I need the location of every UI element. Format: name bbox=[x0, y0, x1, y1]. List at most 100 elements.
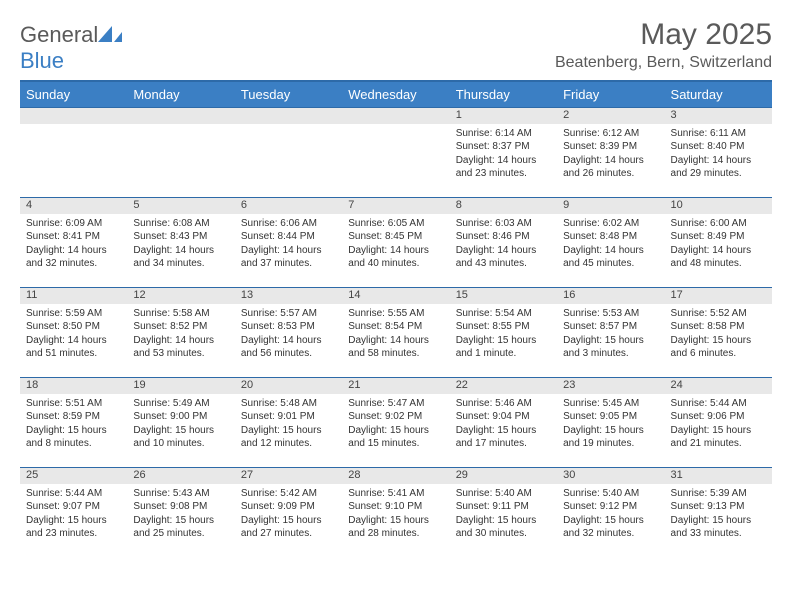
day-number-row: 11121314151617 bbox=[20, 288, 772, 304]
day-number-cell: 6 bbox=[235, 198, 342, 214]
sunrise-text: Sunrise: 5:51 AM bbox=[26, 397, 121, 411]
day-data-cell: Sunrise: 6:03 AMSunset: 8:46 PMDaylight:… bbox=[450, 214, 557, 288]
logo: GeneralBlue bbox=[20, 18, 122, 74]
day-number-cell bbox=[342, 108, 449, 124]
day-number-cell: 4 bbox=[20, 198, 127, 214]
day-number-cell: 26 bbox=[127, 468, 234, 484]
sunset-text: Sunset: 8:53 PM bbox=[241, 320, 336, 334]
daylight-text-2: and 10 minutes. bbox=[133, 437, 228, 451]
sunrise-text: Sunrise: 5:39 AM bbox=[671, 487, 766, 501]
daylight-text-2: and 43 minutes. bbox=[456, 257, 551, 271]
sunset-text: Sunset: 9:13 PM bbox=[671, 500, 766, 514]
sunset-text: Sunset: 8:48 PM bbox=[563, 230, 658, 244]
daylight-text-2: and 23 minutes. bbox=[26, 527, 121, 541]
daylight-text-1: Daylight: 15 hours bbox=[241, 424, 336, 438]
daylight-text-2: and 17 minutes. bbox=[456, 437, 551, 451]
daylight-text-1: Daylight: 14 hours bbox=[348, 334, 443, 348]
sunrise-text: Sunrise: 5:43 AM bbox=[133, 487, 228, 501]
daylight-text-1: Daylight: 14 hours bbox=[671, 154, 766, 168]
sunset-text: Sunset: 9:01 PM bbox=[241, 410, 336, 424]
day-data-cell bbox=[127, 124, 234, 198]
daylight-text-2: and 34 minutes. bbox=[133, 257, 228, 271]
month-title: May 2025 bbox=[555, 18, 772, 52]
sunrise-text: Sunrise: 6:11 AM bbox=[671, 127, 766, 141]
day-number-cell bbox=[235, 108, 342, 124]
day-number-cell: 9 bbox=[557, 198, 664, 214]
daylight-text-1: Daylight: 15 hours bbox=[133, 514, 228, 528]
day-data-cell: Sunrise: 5:44 AMSunset: 9:07 PMDaylight:… bbox=[20, 484, 127, 558]
daylight-text-1: Daylight: 15 hours bbox=[456, 334, 551, 348]
day-data-cell: Sunrise: 6:09 AMSunset: 8:41 PMDaylight:… bbox=[20, 214, 127, 288]
daylight-text-1: Daylight: 15 hours bbox=[133, 424, 228, 438]
daylight-text-2: and 40 minutes. bbox=[348, 257, 443, 271]
daylight-text-1: Daylight: 15 hours bbox=[456, 514, 551, 528]
day-data-cell: Sunrise: 5:42 AMSunset: 9:09 PMDaylight:… bbox=[235, 484, 342, 558]
sunrise-text: Sunrise: 5:48 AM bbox=[241, 397, 336, 411]
day-number-cell: 17 bbox=[665, 288, 772, 304]
day-data-row: Sunrise: 6:09 AMSunset: 8:41 PMDaylight:… bbox=[20, 214, 772, 288]
sunset-text: Sunset: 8:49 PM bbox=[671, 230, 766, 244]
logo-text: GeneralBlue bbox=[20, 22, 122, 74]
day-data-cell: Sunrise: 5:59 AMSunset: 8:50 PMDaylight:… bbox=[20, 304, 127, 378]
calendar-body: 123Sunrise: 6:14 AMSunset: 8:37 PMDaylig… bbox=[20, 108, 772, 558]
sunrise-text: Sunrise: 6:14 AM bbox=[456, 127, 551, 141]
day-number-cell: 30 bbox=[557, 468, 664, 484]
day-data-cell: Sunrise: 5:54 AMSunset: 8:55 PMDaylight:… bbox=[450, 304, 557, 378]
day-number-cell: 24 bbox=[665, 378, 772, 394]
daylight-text-2: and 58 minutes. bbox=[348, 347, 443, 361]
sunset-text: Sunset: 8:46 PM bbox=[456, 230, 551, 244]
day-number-cell: 2 bbox=[557, 108, 664, 124]
sunrise-text: Sunrise: 5:42 AM bbox=[241, 487, 336, 501]
daylight-text-2: and 25 minutes. bbox=[133, 527, 228, 541]
day-number-cell: 3 bbox=[665, 108, 772, 124]
daylight-text-1: Daylight: 14 hours bbox=[26, 334, 121, 348]
daylight-text-1: Daylight: 14 hours bbox=[348, 244, 443, 258]
day-data-cell: Sunrise: 5:41 AMSunset: 9:10 PMDaylight:… bbox=[342, 484, 449, 558]
sunrise-text: Sunrise: 5:40 AM bbox=[456, 487, 551, 501]
sunset-text: Sunset: 9:02 PM bbox=[348, 410, 443, 424]
weekday-header: Saturday bbox=[665, 81, 772, 108]
sunset-text: Sunset: 8:55 PM bbox=[456, 320, 551, 334]
day-data-cell: Sunrise: 5:39 AMSunset: 9:13 PMDaylight:… bbox=[665, 484, 772, 558]
daylight-text-2: and 56 minutes. bbox=[241, 347, 336, 361]
daylight-text-2: and 19 minutes. bbox=[563, 437, 658, 451]
sunrise-text: Sunrise: 6:09 AM bbox=[26, 217, 121, 231]
sunset-text: Sunset: 9:12 PM bbox=[563, 500, 658, 514]
calendar-table: Sunday Monday Tuesday Wednesday Thursday… bbox=[20, 80, 772, 558]
day-number-cell: 13 bbox=[235, 288, 342, 304]
sunrise-text: Sunrise: 5:44 AM bbox=[26, 487, 121, 501]
daylight-text-2: and 28 minutes. bbox=[348, 527, 443, 541]
weekday-header-row: Sunday Monday Tuesday Wednesday Thursday… bbox=[20, 81, 772, 108]
daylight-text-1: Daylight: 14 hours bbox=[456, 244, 551, 258]
daylight-text-1: Daylight: 14 hours bbox=[563, 244, 658, 258]
daylight-text-1: Daylight: 15 hours bbox=[456, 424, 551, 438]
sunset-text: Sunset: 8:44 PM bbox=[241, 230, 336, 244]
day-data-cell: Sunrise: 5:51 AMSunset: 8:59 PMDaylight:… bbox=[20, 394, 127, 468]
sunrise-text: Sunrise: 5:58 AM bbox=[133, 307, 228, 321]
day-data-cell: Sunrise: 5:44 AMSunset: 9:06 PMDaylight:… bbox=[665, 394, 772, 468]
day-data-cell: Sunrise: 5:48 AMSunset: 9:01 PMDaylight:… bbox=[235, 394, 342, 468]
day-number-row: 18192021222324 bbox=[20, 378, 772, 394]
daylight-text-1: Daylight: 15 hours bbox=[26, 514, 121, 528]
day-data-cell: Sunrise: 5:45 AMSunset: 9:05 PMDaylight:… bbox=[557, 394, 664, 468]
day-number-row: 45678910 bbox=[20, 198, 772, 214]
day-number-cell: 19 bbox=[127, 378, 234, 394]
sunset-text: Sunset: 8:52 PM bbox=[133, 320, 228, 334]
daylight-text-1: Daylight: 14 hours bbox=[456, 154, 551, 168]
day-data-cell: Sunrise: 6:02 AMSunset: 8:48 PMDaylight:… bbox=[557, 214, 664, 288]
day-number-cell: 7 bbox=[342, 198, 449, 214]
sunrise-text: Sunrise: 5:40 AM bbox=[563, 487, 658, 501]
daylight-text-1: Daylight: 14 hours bbox=[133, 334, 228, 348]
day-data-cell: Sunrise: 6:14 AMSunset: 8:37 PMDaylight:… bbox=[450, 124, 557, 198]
daylight-text-2: and 26 minutes. bbox=[563, 167, 658, 181]
sunrise-text: Sunrise: 6:08 AM bbox=[133, 217, 228, 231]
day-data-row: Sunrise: 6:14 AMSunset: 8:37 PMDaylight:… bbox=[20, 124, 772, 198]
day-number-row: 25262728293031 bbox=[20, 468, 772, 484]
sunset-text: Sunset: 9:08 PM bbox=[133, 500, 228, 514]
daylight-text-1: Daylight: 14 hours bbox=[241, 334, 336, 348]
daylight-text-2: and 8 minutes. bbox=[26, 437, 121, 451]
daylight-text-2: and 23 minutes. bbox=[456, 167, 551, 181]
day-data-cell bbox=[342, 124, 449, 198]
daylight-text-1: Daylight: 14 hours bbox=[563, 154, 658, 168]
sunrise-text: Sunrise: 5:47 AM bbox=[348, 397, 443, 411]
